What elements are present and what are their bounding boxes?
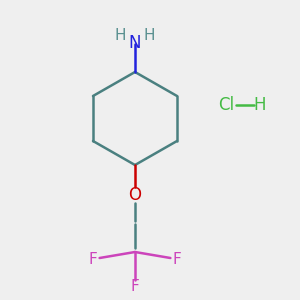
Text: O: O [128, 186, 142, 204]
Text: F: F [172, 252, 182, 267]
Text: H: H [253, 96, 266, 114]
Text: F: F [130, 279, 140, 294]
Text: H: H [115, 28, 126, 43]
Text: H: H [144, 28, 155, 43]
Text: N: N [129, 34, 141, 52]
Text: Cl: Cl [218, 96, 235, 114]
Text: F: F [88, 252, 98, 267]
